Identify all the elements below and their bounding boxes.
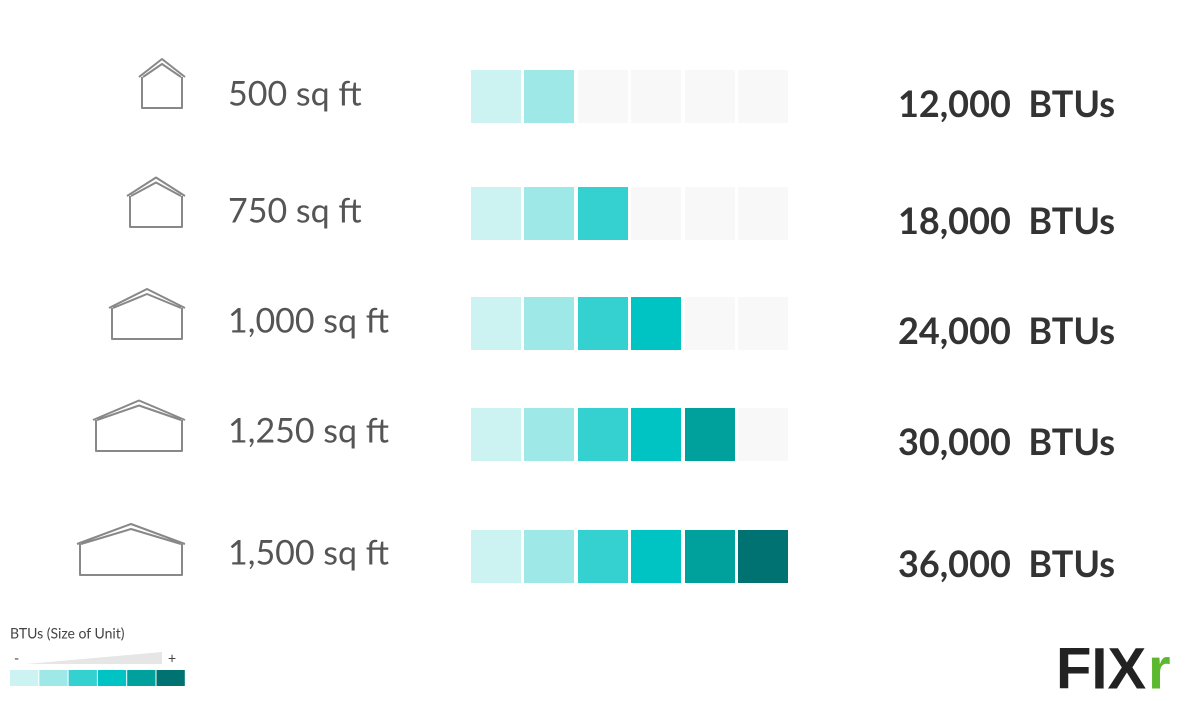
level-segment — [738, 530, 788, 583]
level-segment — [631, 70, 681, 123]
level-segment — [578, 70, 628, 123]
legend-swatch — [68, 670, 97, 686]
house-icon — [108, 288, 186, 340]
btu-label: 18,000 BTUs — [898, 198, 1115, 242]
house-icon — [126, 176, 186, 228]
level-segment — [471, 408, 521, 461]
level-segment — [524, 187, 574, 240]
btu-label: 24,000 BTUs — [898, 308, 1115, 352]
level-segment — [738, 297, 788, 350]
btu-label: 30,000 BTUs — [898, 419, 1115, 463]
legend-swatch — [39, 670, 68, 686]
level-segment — [471, 530, 521, 583]
level-segment — [524, 70, 574, 123]
level-segment — [524, 408, 574, 461]
house-icon — [138, 58, 186, 109]
legend-swatch — [156, 670, 185, 686]
logo-accent: r — [1148, 636, 1171, 701]
level-segment — [738, 408, 788, 461]
level-segment — [631, 408, 681, 461]
level-segment — [685, 70, 735, 123]
legend-swatch — [10, 670, 39, 686]
legend-max: + — [168, 650, 176, 667]
level-segment — [524, 297, 574, 350]
legend-min: - — [14, 650, 19, 667]
level-segment — [578, 530, 628, 583]
level-segment — [471, 70, 521, 123]
level-segment — [738, 70, 788, 123]
legend-wedge — [26, 652, 162, 664]
area-label: 1,250 sq ft — [228, 410, 389, 451]
level-segment — [685, 297, 735, 350]
level-segment — [631, 530, 681, 583]
level-segment — [578, 408, 628, 461]
area-label: 1,500 sq ft — [228, 532, 389, 573]
logo-text: FIX — [1056, 636, 1147, 701]
level-segment — [685, 187, 735, 240]
level-segment — [685, 530, 735, 583]
level-segment — [685, 408, 735, 461]
area-label: 500 sq ft — [228, 73, 362, 114]
level-segment — [738, 187, 788, 240]
btu-label: 12,000 BTUs — [898, 81, 1115, 125]
house-icon — [92, 399, 186, 452]
level-segment — [578, 297, 628, 350]
level-segment — [471, 187, 521, 240]
area-label: 750 sq ft — [228, 190, 362, 231]
btu-label: 36,000 BTUs — [898, 541, 1115, 585]
level-segment — [631, 187, 681, 240]
level-segment — [524, 530, 574, 583]
level-segment — [631, 297, 681, 350]
house-icon — [76, 523, 186, 576]
legend-swatch — [127, 670, 156, 686]
level-segment — [471, 297, 521, 350]
legend-swatch — [97, 670, 127, 686]
area-label: 1,000 sq ft — [228, 300, 389, 341]
legend-title: BTUs (Size of Unit) — [10, 625, 125, 642]
level-segment — [578, 187, 628, 240]
